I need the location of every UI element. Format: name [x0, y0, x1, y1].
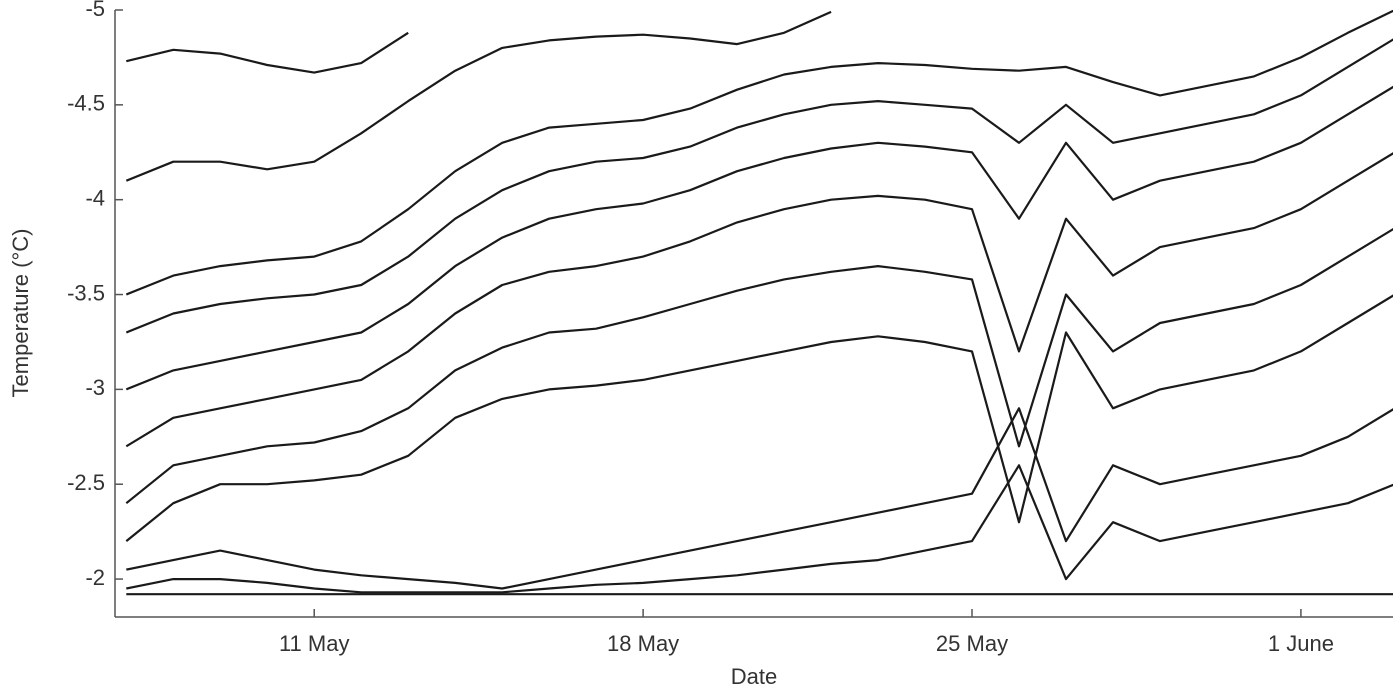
temperature-line: [125, 152, 1393, 448]
y-tick-label: -2: [85, 565, 105, 590]
x-tick-label: 11 May: [279, 631, 350, 656]
temperature-line: [126, 464, 1393, 594]
temperature-line: [125, 227, 1393, 505]
y-tick-label: -3.5: [67, 280, 105, 305]
temperature-line: [125, 10, 1393, 296]
temperature-line: [125, 38, 1393, 334]
temperature-line: [126, 31, 409, 74]
x-axis-label: Date: [731, 664, 777, 684]
x-tick-label: 25 May: [936, 631, 1008, 656]
y-tick-label: -3: [85, 375, 105, 400]
temperature-line: [125, 294, 1393, 542]
y-tick-label: -4: [85, 186, 105, 211]
y-axis-label: Temperature (°C): [8, 229, 33, 398]
y-tick-label: -5: [85, 0, 105, 21]
x-tick-label: 18 May: [607, 631, 679, 656]
x-tick-label: 1 June: [1268, 631, 1334, 656]
temperature-line: [125, 85, 1393, 391]
y-tick-label: -2.5: [67, 470, 105, 495]
temperature-line: [126, 407, 1393, 590]
y-tick-label: -4.5: [67, 91, 105, 116]
plot-area: [125, 10, 1393, 596]
temperature-line: [125, 10, 832, 182]
